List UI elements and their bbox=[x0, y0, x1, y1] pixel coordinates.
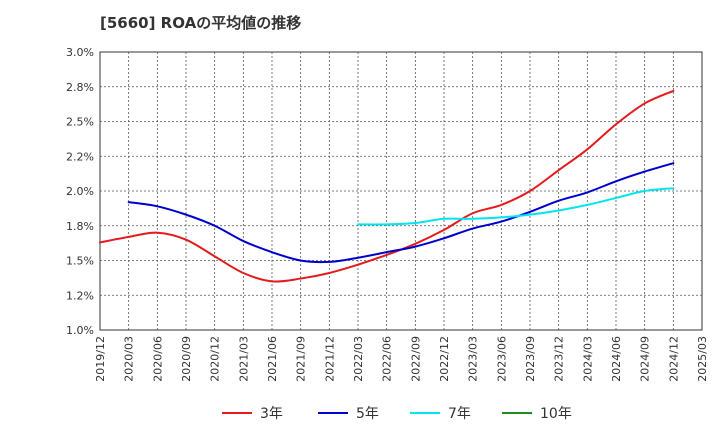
y-tick-label: 2.0% bbox=[66, 185, 94, 198]
legend-label: 3年 bbox=[260, 406, 283, 422]
series-lines bbox=[99, 89, 675, 283]
x-tick-label: 2024/03 bbox=[581, 336, 594, 382]
y-tick-label: 1.8% bbox=[66, 220, 94, 233]
grid-lines bbox=[100, 52, 702, 330]
x-tick-label: 2021/03 bbox=[237, 336, 250, 382]
x-tick-label: 2023/09 bbox=[524, 336, 537, 382]
x-tick-label: 2019/12 bbox=[94, 336, 107, 382]
x-tick-label: 2020/06 bbox=[151, 336, 164, 382]
x-tick-label: 2021/06 bbox=[266, 336, 279, 382]
x-tick-label: 2023/12 bbox=[553, 336, 566, 382]
x-tick-label: 2024/12 bbox=[667, 336, 680, 382]
series-line-2 bbox=[127, 162, 675, 264]
legend-label: 7年 bbox=[448, 406, 471, 422]
x-tick-label: 2020/03 bbox=[123, 336, 136, 382]
legend-label: 10年 bbox=[540, 406, 572, 422]
x-tick-label: 2022/09 bbox=[409, 336, 422, 382]
y-tick-label: 2.2% bbox=[66, 150, 94, 163]
legend: 3年 5年 7年 10年 bbox=[222, 406, 572, 422]
y-tick-label: 1.2% bbox=[66, 289, 94, 302]
x-tick-label: 2021/12 bbox=[323, 336, 336, 382]
y-tick-label: 2.8% bbox=[66, 81, 94, 94]
x-tick-label: 2022/03 bbox=[352, 336, 365, 382]
y-tick-label: 1.5% bbox=[66, 255, 94, 268]
series-line-1 bbox=[99, 89, 675, 283]
x-tick-label: 2022/12 bbox=[438, 336, 451, 382]
x-tick-label: 2025/03 bbox=[696, 336, 709, 382]
x-tick-label: 2021/09 bbox=[295, 336, 308, 382]
x-tick-label: 2020/12 bbox=[209, 336, 222, 382]
y-axis-ticks: 1.0% 1.2% 1.5% 1.8% 2.0% 2.2% 2.5% 2.8% 3.0% bbox=[66, 46, 94, 337]
y-tick-label: 1.0% bbox=[66, 324, 94, 337]
x-tick-label: 2024/09 bbox=[639, 336, 652, 382]
legend-label: 5年 bbox=[356, 406, 379, 422]
x-tick-label: 2023/03 bbox=[467, 336, 480, 382]
x-tick-label: 2022/06 bbox=[381, 336, 394, 382]
x-tick-label: 2024/06 bbox=[610, 336, 623, 382]
y-tick-label: 3.0% bbox=[66, 46, 94, 59]
x-tick-label: 2023/06 bbox=[495, 336, 508, 382]
series-line-3 bbox=[357, 187, 675, 226]
x-tick-label: 2020/09 bbox=[180, 336, 193, 382]
y-tick-label: 2.5% bbox=[66, 116, 94, 129]
chart-title: [5660] ROAの平均値の推移 bbox=[100, 14, 302, 32]
x-axis-ticks: 2019/12 2020/03 2020/06 2020/09 2020/12 2021/… bbox=[94, 336, 709, 382]
